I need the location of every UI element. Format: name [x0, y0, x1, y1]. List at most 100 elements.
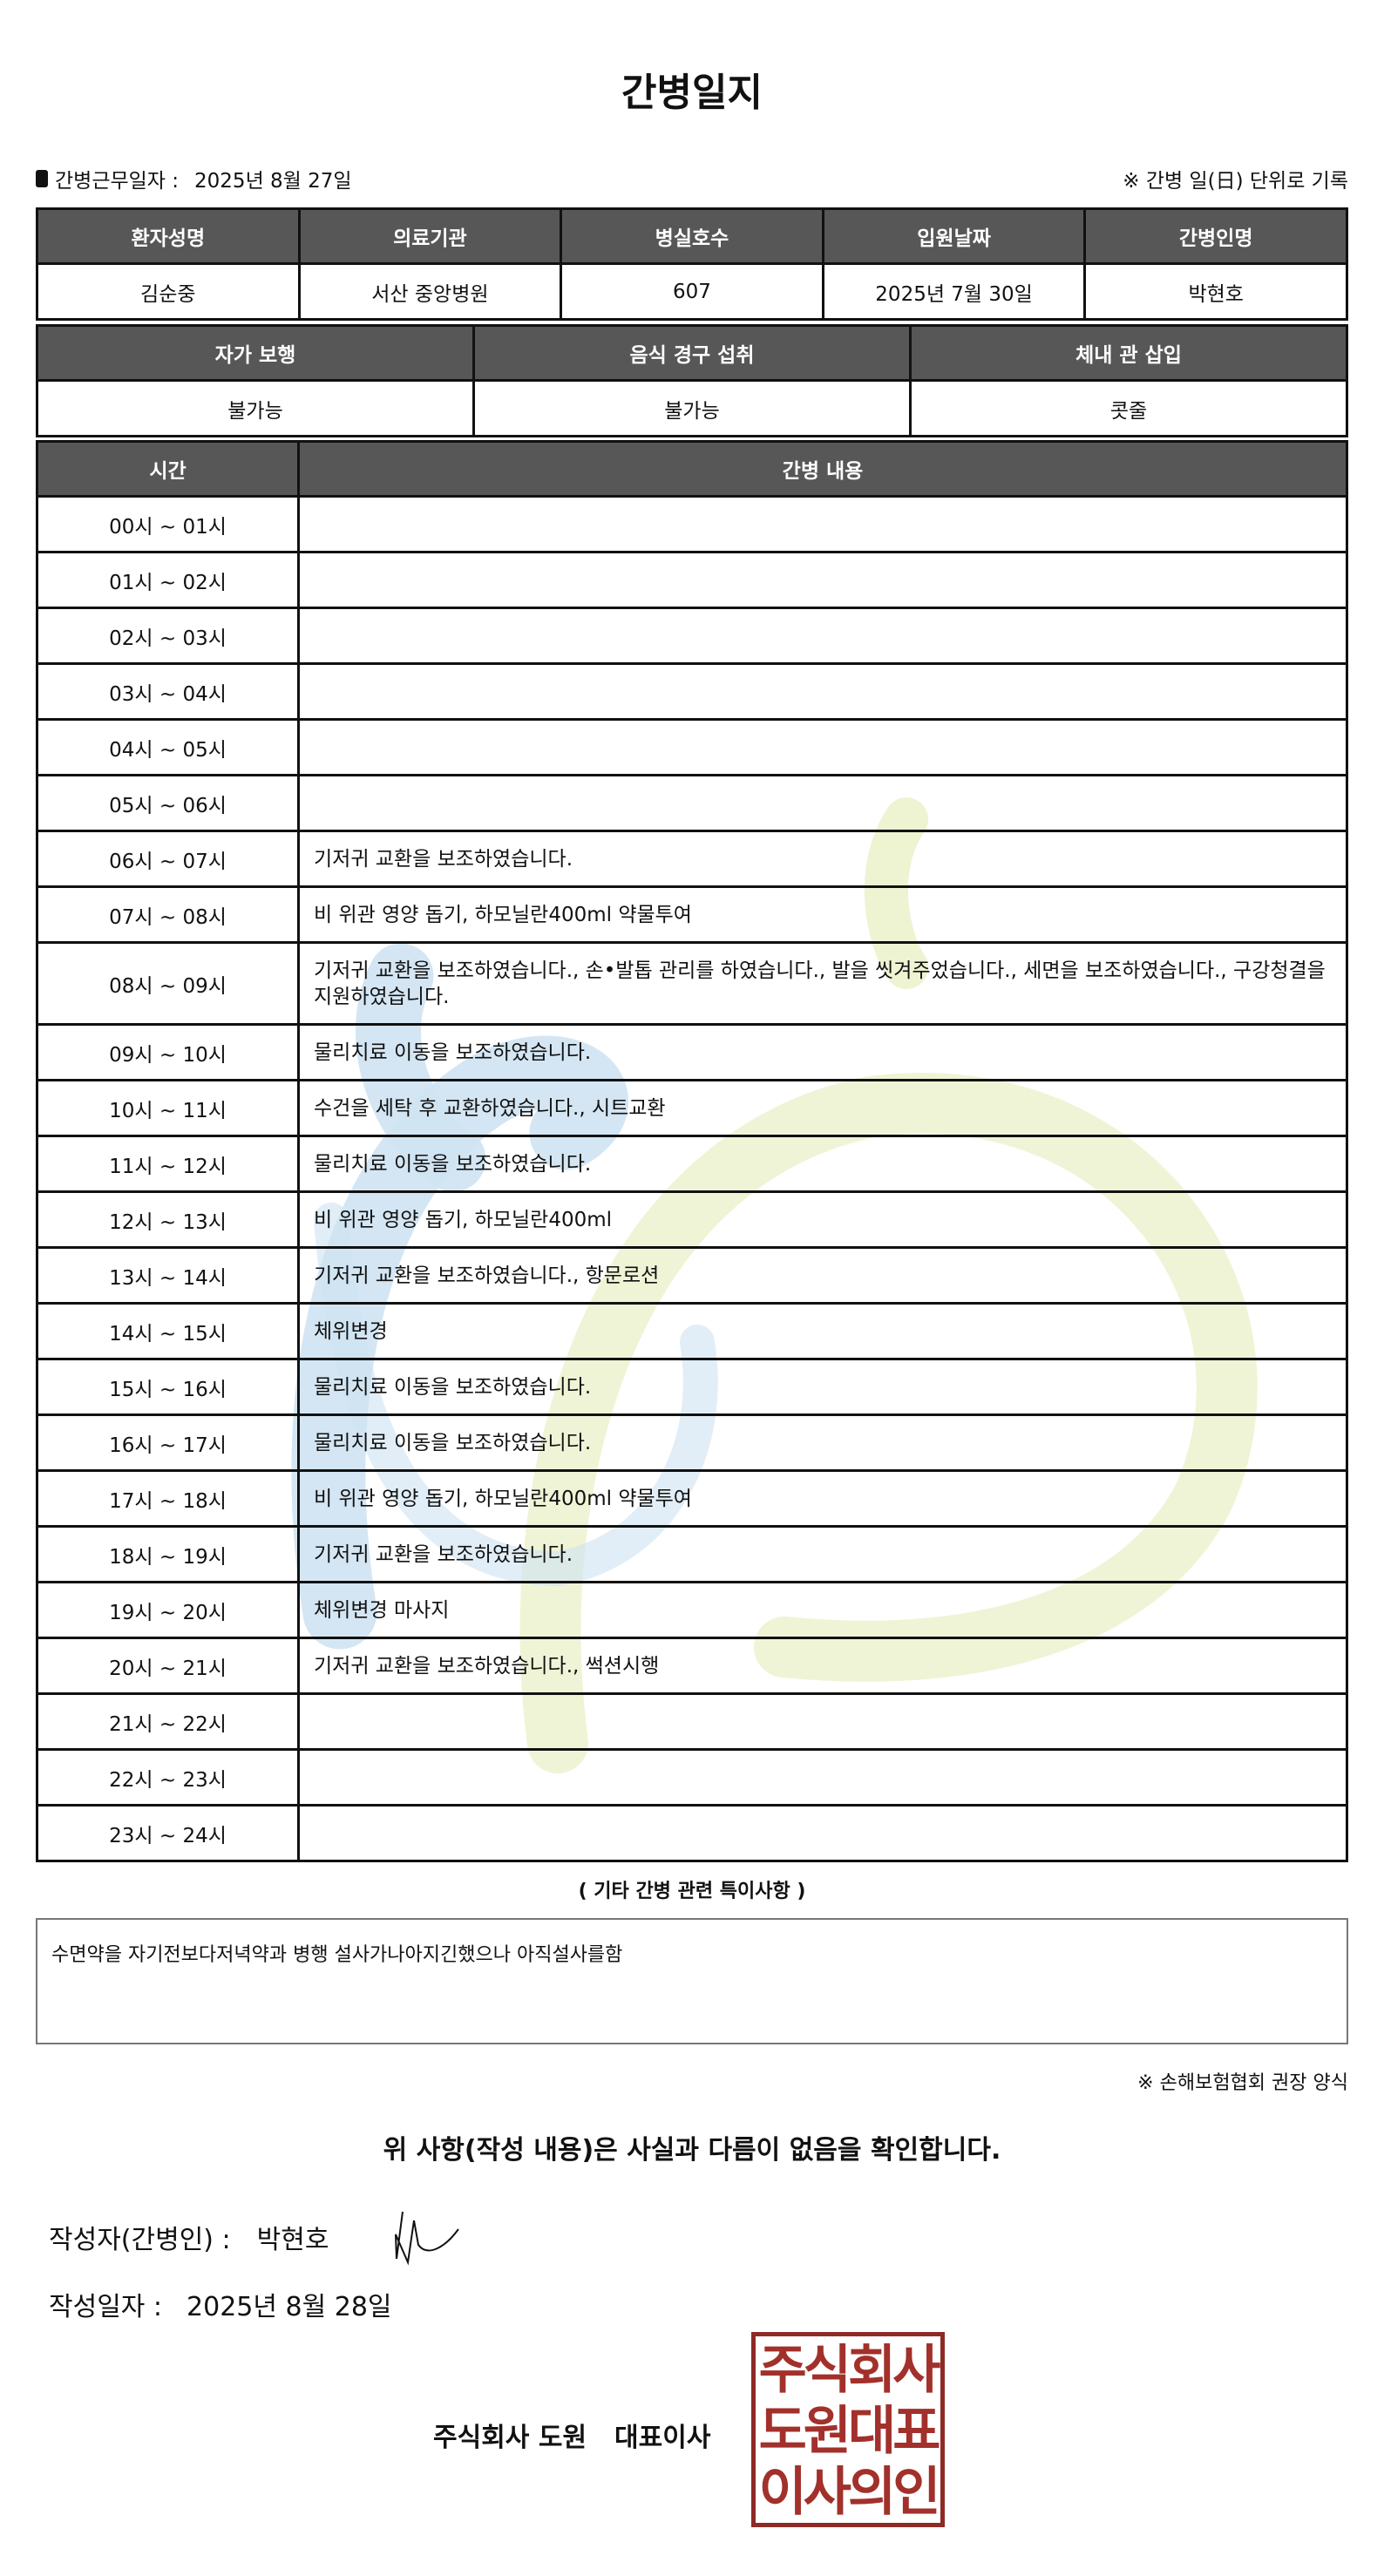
- content-cell: 비 위관 영양 돕기, 하모닐란400ml 약물투여: [297, 885, 1348, 944]
- time-cell: 00시 ~ 01시: [36, 495, 300, 553]
- patient-info-table: 환자성명 의료기관 병실호수 입원날짜 간병인명 김순중 서산 중앙병원 607 2025년 …: [36, 207, 1348, 321]
- table-row: 01시 ~ 02시: [36, 551, 1348, 609]
- table-row: 21시 ~ 22시: [36, 1692, 1348, 1751]
- company-seal: 주식회사 도원대표 이사의인: [751, 2332, 945, 2527]
- header-cell: 체내 관 삽입: [909, 324, 1348, 382]
- value-cell: 불가능: [472, 379, 912, 437]
- company-title: 대표이사: [614, 2423, 711, 2453]
- content-cell: [297, 1748, 1348, 1807]
- signature-image: [395, 2211, 459, 2266]
- content-cell: 기저귀 교환을 보조하였습니다., 항문로션: [297, 1246, 1348, 1305]
- value-cell: 박현호: [1083, 262, 1348, 321]
- value-cell: 서산 중앙병원: [297, 262, 563, 321]
- table-row: 19시 ~ 20시 체위변경 마사지: [36, 1581, 1348, 1639]
- header-cell: 의료기관: [297, 207, 563, 265]
- written-date-value: 2025년 8월 28일: [187, 2292, 392, 2322]
- time-cell: 16시 ~ 17시: [36, 1413, 300, 1472]
- time-cell: 17시 ~ 18시: [36, 1469, 300, 1528]
- time-cell: 19시 ~ 20시: [36, 1581, 300, 1639]
- care-log-table: 시간 간병 내용 00시 ~ 01시 01시 ~ 02시 02시 ~ 03시 03시 ~…: [36, 440, 1348, 1862]
- time-cell: 23시 ~ 24시: [36, 1804, 300, 1862]
- header-time: 시간: [36, 440, 300, 498]
- time-cell: 15시 ~ 16시: [36, 1358, 300, 1416]
- table-row: 03시 ~ 04시: [36, 662, 1348, 721]
- content-cell: [297, 718, 1348, 776]
- table-row: 02시 ~ 03시: [36, 607, 1348, 665]
- time-cell: 10시 ~ 11시: [36, 1079, 300, 1137]
- company-signature: 주식회사 도원 대표이사: [433, 2416, 710, 2454]
- header-cell: 자가 보행: [36, 324, 475, 382]
- table-row: 13시 ~ 14시 기저귀 교환을 보조하였습니다., 항문로션: [36, 1246, 1348, 1305]
- company-name: 주식회사 도원: [433, 2423, 587, 2453]
- author-name: 박현호: [256, 2225, 329, 2255]
- value-cell: 김순중: [36, 262, 301, 321]
- content-cell: 물리치료 이동을 보조하였습니다.: [297, 1358, 1348, 1416]
- content-cell: 체위변경: [297, 1302, 1348, 1360]
- patient-status-table: 자가 보행 음식 경구 섭취 체내 관 삽입 불가능 불가능 콧줄: [36, 324, 1348, 437]
- time-cell: 03시 ~ 04시: [36, 662, 300, 721]
- work-date-label: 간병근무일자 :: [55, 170, 180, 193]
- time-cell: 20시 ~ 21시: [36, 1637, 300, 1695]
- content-cell: [297, 551, 1348, 609]
- table-row: 07시 ~ 08시 비 위관 영양 돕기, 하모닐란400ml 약물투여: [36, 885, 1348, 944]
- time-cell: 06시 ~ 07시: [36, 830, 300, 888]
- table-row: 09시 ~ 10시 물리치료 이동을 보조하였습니다.: [36, 1023, 1348, 1081]
- table-row: 17시 ~ 18시 비 위관 영양 돕기, 하모닐란400ml 약물투여: [36, 1469, 1348, 1528]
- value-cell: 콧줄: [909, 379, 1348, 437]
- content-cell: 물리치료 이동을 보조하였습니다.: [297, 1135, 1348, 1193]
- seal-line: 이사의인: [758, 2462, 941, 2523]
- form-note: ※ 손해보험협회 권장 양식: [1137, 2072, 1348, 2094]
- content-cell: [297, 662, 1348, 721]
- table-row: 12시 ~ 13시 비 위관 영양 돕기, 하모닐란400ml: [36, 1190, 1348, 1249]
- time-cell: 21시 ~ 22시: [36, 1692, 300, 1751]
- time-cell: 05시 ~ 06시: [36, 774, 300, 832]
- table-row: 16시 ~ 17시 물리치료 이동을 보조하였습니다.: [36, 1413, 1348, 1472]
- table-row: 20시 ~ 21시 기저귀 교환을 보조하였습니다., 썩션시행: [36, 1637, 1348, 1695]
- table-row: 06시 ~ 07시 기저귀 교환을 보조하였습니다.: [36, 830, 1348, 888]
- time-cell: 12시 ~ 13시: [36, 1190, 300, 1249]
- table-row: 18시 ~ 19시 기저귀 교환을 보조하였습니다.: [36, 1525, 1348, 1583]
- value-cell: 2025년 7월 30일: [821, 262, 1087, 321]
- time-cell: 14시 ~ 15시: [36, 1302, 300, 1360]
- header-cell: 병실호수: [560, 207, 824, 265]
- time-cell: 13시 ~ 14시: [36, 1246, 300, 1305]
- header-content: 간병 내용: [297, 440, 1348, 498]
- content-cell: 비 위관 영양 돕기, 하모닐란400ml: [297, 1190, 1348, 1249]
- content-cell: [297, 495, 1348, 553]
- seal-line: 주식회사: [758, 2340, 941, 2401]
- work-date-value: 2025년 8월 27일: [194, 170, 352, 193]
- content-cell: [297, 774, 1348, 832]
- content-cell: 기저귀 교환을 보조하였습니다.: [297, 830, 1348, 888]
- author-label: 작성자(간병인) :: [49, 2225, 231, 2255]
- time-cell: 02시 ~ 03시: [36, 607, 300, 665]
- table-row: 05시 ~ 06시: [36, 774, 1348, 832]
- content-cell: 기저귀 교환을 보조하였습니다., 손•발톱 관리를 하였습니다., 발을 씻겨…: [297, 941, 1348, 1026]
- header-cell: 간병인명: [1083, 207, 1348, 265]
- author: 작성자(간병인) : 박현호: [49, 2218, 329, 2256]
- table-row: 04시 ~ 05시: [36, 718, 1348, 776]
- header-cell: 음식 경구 섭취: [472, 324, 912, 382]
- time-cell: 07시 ~ 08시: [36, 885, 300, 944]
- table-row: 15시 ~ 16시 물리치료 이동을 보조하였습니다.: [36, 1358, 1348, 1416]
- content-cell: [297, 1692, 1348, 1751]
- time-cell: 04시 ~ 05시: [36, 718, 300, 776]
- table-row: 22시 ~ 23시: [36, 1748, 1348, 1807]
- bullet-icon: [36, 170, 48, 187]
- content-cell: 기저귀 교환을 보조하였습니다., 썩션시행: [297, 1637, 1348, 1695]
- table-row: 00시 ~ 01시: [36, 495, 1348, 553]
- table-row: 14시 ~ 15시 체위변경: [36, 1302, 1348, 1360]
- time-cell: 11시 ~ 12시: [36, 1135, 300, 1193]
- content-cell: [297, 1804, 1348, 1862]
- content-cell: 비 위관 영양 돕기, 하모닐란400ml 약물투여: [297, 1469, 1348, 1528]
- confirmation-statement: 위 사항(작성 내용)은 사실과 다름이 없음을 확인합니다.: [383, 2135, 1001, 2166]
- value-cell: 불가능: [36, 379, 475, 437]
- seal-line: 도원대표: [758, 2401, 941, 2462]
- special-notes-box: 수면약을 자기전보다저녁약과 병행 설사가나아지긴했으나 아직설사를함: [36, 1918, 1348, 2044]
- header-cell: 입원날짜: [821, 207, 1087, 265]
- written-date-label: 작성일자 :: [49, 2292, 163, 2322]
- written-date: 작성일자 : 2025년 8월 28일: [49, 2285, 392, 2323]
- content-cell: 기저귀 교환을 보조하였습니다.: [297, 1525, 1348, 1583]
- content-cell: 물리치료 이동을 보조하였습니다.: [297, 1413, 1348, 1472]
- table-row: 23시 ~ 24시: [36, 1804, 1348, 1862]
- content-cell: 물리치료 이동을 보조하였습니다.: [297, 1023, 1348, 1081]
